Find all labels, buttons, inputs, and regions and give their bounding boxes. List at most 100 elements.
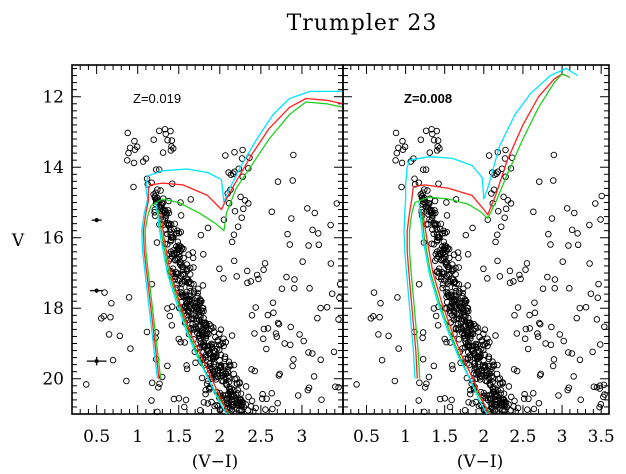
- data-point: [173, 249, 181, 256]
- data-point: [305, 384, 313, 391]
- data-point: [470, 350, 477, 358]
- data-point: [596, 385, 604, 392]
- data-point: [600, 393, 607, 401]
- data-point: [505, 383, 513, 390]
- data-point: [595, 280, 602, 288]
- data-point: [183, 276, 191, 284]
- data-point: [108, 300, 115, 307]
- data-point: [501, 407, 508, 415]
- data-point: [278, 285, 286, 293]
- data-point: [434, 322, 442, 329]
- data-point: [317, 356, 324, 364]
- data-point: [170, 249, 178, 257]
- data-point: [431, 222, 439, 229]
- data-point: [370, 289, 378, 296]
- data-point: [462, 299, 469, 307]
- data-point: [186, 284, 193, 291]
- data-point: [269, 299, 277, 306]
- data-point: [426, 149, 434, 156]
- data-point: [259, 335, 267, 343]
- data-point: [233, 380, 241, 387]
- data-point: [170, 145, 177, 152]
- data-point: [220, 216, 228, 224]
- data-point: [502, 146, 509, 154]
- data-point: [242, 383, 250, 390]
- data-point: [192, 303, 199, 310]
- data-point: [440, 246, 448, 254]
- data-point: [335, 384, 342, 391]
- data-point: [469, 342, 476, 350]
- data-point: [287, 323, 294, 331]
- panel-right-annotation: Z=0.008: [404, 91, 452, 106]
- data-point: [441, 395, 449, 402]
- data-point: [197, 299, 204, 307]
- x-tick-label: 1.5: [165, 427, 192, 447]
- data-point: [430, 136, 438, 144]
- data-point: [517, 275, 524, 283]
- data-point: [507, 200, 515, 207]
- data-point: [264, 311, 272, 319]
- data-point: [500, 396, 507, 404]
- data-point: [209, 355, 217, 362]
- data-point: [228, 238, 236, 246]
- data-point: [210, 324, 217, 331]
- data-point: [446, 403, 454, 411]
- data-point: [535, 178, 543, 185]
- data-point: [172, 273, 179, 281]
- data-point: [309, 350, 316, 357]
- data-point: [587, 290, 595, 297]
- data-point: [443, 212, 451, 219]
- data-point: [177, 228, 185, 236]
- data-point: [534, 333, 542, 340]
- data-point: [576, 356, 584, 364]
- data-point: [480, 346, 487, 354]
- data-point: [299, 258, 306, 265]
- data-point: [223, 396, 230, 403]
- data-point: [513, 330, 521, 337]
- data-point: [537, 370, 545, 378]
- data-point: [98, 315, 105, 322]
- data-point: [305, 349, 312, 356]
- data-point: [224, 395, 231, 402]
- data-point: [200, 399, 208, 406]
- isochrone-line: [141, 90, 343, 379]
- data-point: [204, 400, 212, 407]
- data-point: [597, 216, 604, 223]
- data-point: [547, 241, 554, 248]
- data-point: [127, 345, 134, 352]
- data-point: [167, 221, 175, 228]
- data-point: [245, 200, 252, 207]
- data-point: [284, 230, 291, 238]
- data-point: [494, 392, 501, 400]
- data-point: [333, 200, 341, 207]
- data-point: [474, 324, 481, 331]
- data-point: [481, 361, 489, 369]
- data-point: [190, 264, 197, 271]
- data-point: [148, 179, 155, 186]
- data-point: [187, 280, 195, 288]
- data-point: [148, 379, 156, 387]
- data-point: [109, 356, 117, 364]
- data-point: [219, 392, 227, 399]
- x-tick-label: 1: [400, 427, 411, 447]
- data-point: [204, 224, 212, 232]
- data-point: [143, 328, 151, 336]
- data-point: [197, 306, 205, 314]
- data-point: [461, 407, 469, 414]
- data-point: [577, 396, 584, 403]
- data-point: [524, 345, 532, 353]
- data-point: [185, 280, 192, 287]
- data-point: [197, 231, 205, 239]
- y-tick-label: 20: [42, 370, 64, 390]
- data-point: [514, 404, 522, 412]
- data-point: [392, 157, 399, 164]
- data-point: [573, 314, 580, 322]
- data-point: [213, 351, 220, 359]
- data-point: [238, 407, 245, 415]
- isochrone-line: [422, 212, 490, 415]
- data-point: [227, 391, 235, 399]
- data-point: [444, 290, 452, 297]
- data-point: [480, 265, 487, 273]
- data-point: [545, 230, 552, 238]
- data-point: [525, 395, 532, 403]
